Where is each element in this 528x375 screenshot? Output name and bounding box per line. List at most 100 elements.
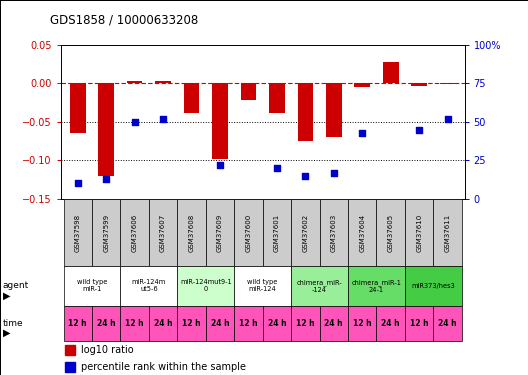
Text: 12 h: 12 h [125,319,144,328]
Bar [70,84,86,134]
Bar [65,345,75,355]
Bar [234,306,263,341]
Bar [65,362,75,372]
Bar [120,199,149,266]
Bar [92,199,120,266]
Text: GSM37606: GSM37606 [131,213,138,252]
Text: agent: agent [3,281,29,290]
Text: miR-124mut9-1
0: miR-124mut9-1 0 [180,279,232,292]
Text: GSM37611: GSM37611 [445,213,450,252]
Bar [297,84,313,141]
Text: wild type
miR-124: wild type miR-124 [248,279,278,292]
Bar [348,306,376,341]
Bar [149,306,177,341]
Text: 24 h: 24 h [268,319,286,328]
Text: percentile rank within the sample: percentile rank within the sample [81,362,246,372]
Point [301,172,309,179]
Bar [241,84,256,100]
Text: GSM37604: GSM37604 [359,213,365,252]
Bar [206,199,234,266]
Text: 24 h: 24 h [438,319,457,328]
Point [444,116,452,122]
Bar [433,306,462,341]
Point [358,130,366,136]
Point [329,170,338,176]
Bar [319,199,348,266]
Text: 12 h: 12 h [69,319,87,328]
Text: GSM37601: GSM37601 [274,213,280,252]
Bar [184,84,200,112]
Bar [63,199,92,266]
Bar [177,266,234,306]
Point [415,127,423,133]
Text: GSM37608: GSM37608 [188,213,194,252]
Text: 12 h: 12 h [182,319,201,328]
Text: 24 h: 24 h [325,319,343,328]
Bar [120,306,149,341]
Bar [383,62,399,84]
Bar [354,84,370,87]
Text: 24 h: 24 h [381,319,400,328]
Text: GSM37599: GSM37599 [103,213,109,252]
Text: 12 h: 12 h [239,319,258,328]
Bar [291,266,348,306]
Bar [433,199,462,266]
Text: GSM37610: GSM37610 [416,213,422,252]
Bar [98,84,114,176]
Bar [411,84,427,86]
Bar [348,199,376,266]
Text: 24 h: 24 h [97,319,116,328]
Bar [234,199,263,266]
Bar [326,84,342,137]
Bar [127,81,143,84]
Text: miR-124m
ut5-6: miR-124m ut5-6 [132,279,166,292]
Text: wild type
miR-1: wild type miR-1 [77,279,107,292]
Bar [177,306,206,341]
Bar [92,306,120,341]
Text: ▶: ▶ [3,290,10,300]
Bar [262,306,291,341]
Point [272,165,281,171]
Bar [63,306,92,341]
Bar [405,266,462,306]
Text: GSM37600: GSM37600 [246,213,251,252]
Bar [319,306,348,341]
Text: GSM37602: GSM37602 [303,213,308,252]
Text: miR373/hes3: miR373/hes3 [411,283,455,289]
Bar [269,84,285,112]
Point [216,162,224,168]
Bar [234,266,291,306]
Bar [376,199,405,266]
Text: GSM37605: GSM37605 [388,213,394,252]
Text: ▶: ▶ [3,328,10,338]
Text: GSM37598: GSM37598 [75,213,81,252]
Text: 24 h: 24 h [154,319,173,328]
Text: 12 h: 12 h [296,319,315,328]
Text: 24 h: 24 h [211,319,229,328]
Bar [348,266,405,306]
Bar [149,199,177,266]
Text: 12 h: 12 h [353,319,372,328]
Bar [206,306,234,341]
Text: 12 h: 12 h [410,319,428,328]
Bar [63,266,120,306]
Text: chimera_miR-
-124: chimera_miR- -124 [297,279,343,293]
Text: GDS1858 / 10000633208: GDS1858 / 10000633208 [50,13,199,26]
Bar [177,199,206,266]
Text: chimera_miR-1
24-1: chimera_miR-1 24-1 [352,279,401,293]
Bar [291,199,319,266]
Point [130,119,139,125]
Text: GSM37607: GSM37607 [160,213,166,252]
Point [159,116,167,122]
Text: time: time [3,319,23,328]
Bar [405,306,433,341]
Bar [155,81,171,84]
Bar [120,266,177,306]
Point [73,180,82,186]
Bar [291,306,319,341]
Bar [262,199,291,266]
Bar [376,306,405,341]
Text: GSM37603: GSM37603 [331,213,337,252]
Text: log10 ratio: log10 ratio [81,345,134,355]
Bar [212,84,228,159]
